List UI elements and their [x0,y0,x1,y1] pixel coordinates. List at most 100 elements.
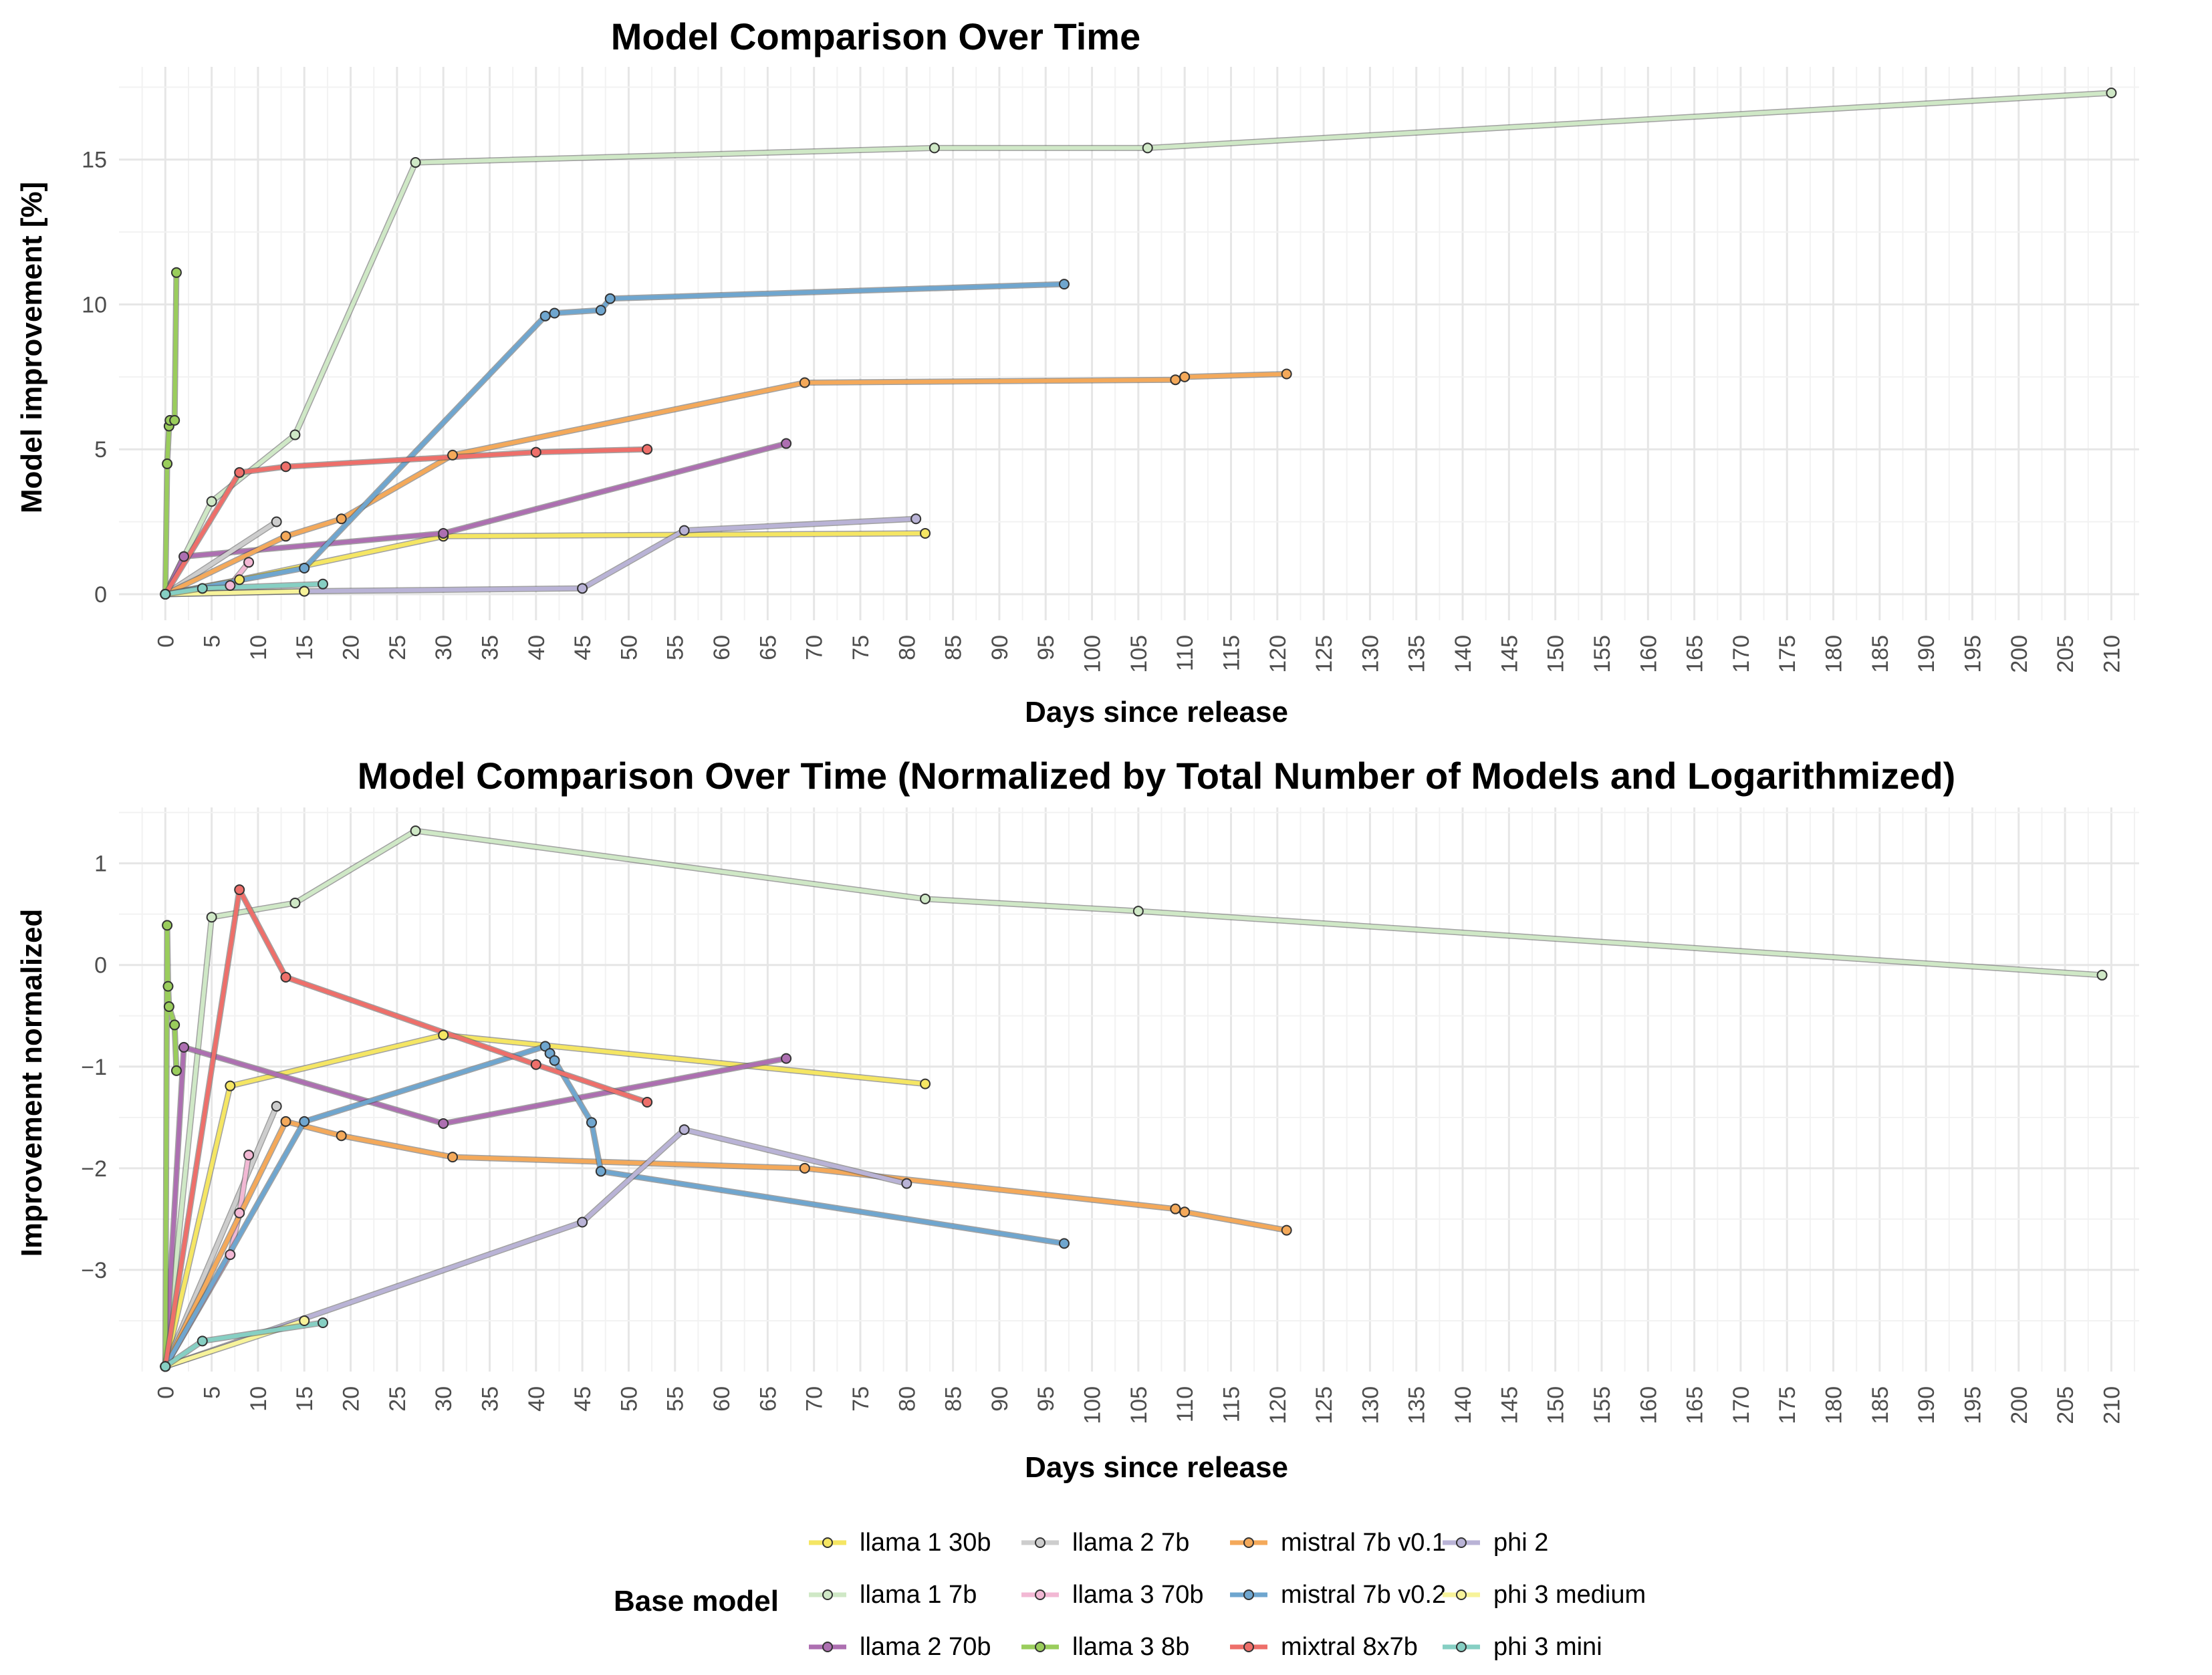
x-tick-label: 175 [1775,1386,1800,1424]
data-point [929,142,940,154]
data-point [206,912,217,923]
x-tick-label: 210 [2099,1386,2124,1424]
y-tick-label: −3 [81,1258,107,1283]
x-tick-label: 0 [153,1386,178,1399]
x-tick-label: 170 [1729,635,1754,673]
x-tick-label: 20 [339,635,364,660]
y-tick-label: −2 [81,1156,107,1182]
series-points [160,825,2108,1372]
legend-entry: phi 2 [1493,1529,1548,1557]
data-point [1281,368,1292,380]
x-tick-label: 105 [1126,1386,1152,1424]
x-tick-label: 205 [2053,1386,2078,1424]
data-point [169,1019,180,1031]
x-tick-label: 205 [2053,635,2078,673]
x-tick-label: 170 [1729,1386,1754,1424]
x-tick-label: 105 [1126,635,1152,673]
y-tick-label: 0 [94,953,107,979]
data-point [1170,1203,1181,1214]
x-tick-label: 0 [153,635,178,648]
chart-panel-1: 0 5 10 15 20 25 30 35 40 45 50 55 60 65 70 75 80 85 90 95 10… [15,15,2139,729]
data-point [225,1249,236,1261]
data-point [289,429,301,440]
data-point [170,267,182,278]
data-point [317,578,328,590]
y-axis-label: Model improvement [%] [15,182,48,513]
x-tick-label: 155 [1590,635,1615,673]
x-tick-label: 80 [894,1386,920,1412]
x-tick-label: 85 [941,635,967,660]
x-tick-label: 140 [1451,1386,1476,1424]
data-point [271,516,282,527]
data-point [162,920,173,931]
data-point [162,981,174,992]
data-point [799,377,810,388]
data-point [243,557,255,568]
data-point [799,1162,810,1174]
legend-entry: phi 3 medium [1493,1581,1646,1609]
data-point [234,1207,245,1218]
data-point [920,893,931,904]
data-point [299,562,310,573]
data-point [910,513,922,525]
legend-title: Base model [614,1585,779,1618]
x-tick-label: 90 [987,635,1013,660]
x-tick-label: 175 [1775,635,1800,673]
y-tick-label: 5 [94,437,107,463]
data-point [586,1117,597,1128]
x-tick-label: 145 [1497,1386,1522,1424]
data-point [679,525,690,536]
x-tick-label: 200 [2007,1386,2032,1424]
legend-key-point [1243,1537,1254,1548]
x-tick-label: 80 [894,635,920,660]
data-point [289,897,301,908]
x-tick-label: 70 [802,1386,828,1412]
x-tick-label: 180 [1822,635,1847,673]
legend-key-point [1456,1537,1467,1548]
data-point [336,1130,347,1142]
legend-key-point [1243,1589,1254,1600]
x-tick-label: 35 [477,635,503,660]
legend-key-point [1456,1642,1467,1652]
legend-key-point [822,1642,833,1652]
legend-entry: mistral 7b v0.1 [1281,1529,1446,1557]
data-point [1179,1206,1191,1218]
data-point [1281,1225,1292,1236]
x-tick-label: 120 [1265,1386,1291,1424]
x-tick-label: 15 [292,635,318,660]
data-point [1058,1238,1070,1249]
x-tick-label: 110 [1173,1386,1198,1422]
data-point [447,1152,459,1163]
x-tick-labels: 0 5 10 15 20 25 30 35 40 45 50 55 60 65 70 75 80 85 90 95 10… [153,1386,2124,1424]
data-point [2106,88,2117,99]
data-point [920,1078,931,1089]
data-point [1142,142,1153,154]
data-point [530,1059,541,1070]
x-tick-label: 115 [1219,1386,1244,1422]
legend-entry: phi 3 mini [1493,1633,1602,1661]
x-tick-label: 185 [1868,1386,1893,1424]
x-tick-label: 100 [1080,635,1106,673]
legend-entry: llama 3 70b [1072,1581,1203,1609]
x-tick-label: 35 [477,1386,503,1412]
data-point [410,157,421,168]
series-line-outline [162,886,650,1370]
x-tick-label: 150 [1544,635,1569,673]
data-point [163,1001,174,1013]
data-point [162,458,173,469]
x-tick-label: 125 [1312,635,1337,673]
legend-entry: llama 1 30b [860,1529,991,1557]
data-point [438,1118,449,1129]
data-point [577,1216,588,1228]
data-point [299,1315,310,1326]
series-line [163,1128,909,1369]
legend-key-point [1243,1642,1254,1652]
data-point [595,305,606,316]
x-tick-labels: 0 5 10 15 20 25 30 35 40 45 50 55 60 65 70 75 80 85 90 95 10… [153,635,2124,673]
x-tick-label: 165 [1683,1386,1708,1424]
series-points [160,88,2117,600]
data-point [271,1101,282,1112]
data-point [299,586,310,597]
x-tick-label: 95 [1033,1386,1059,1412]
